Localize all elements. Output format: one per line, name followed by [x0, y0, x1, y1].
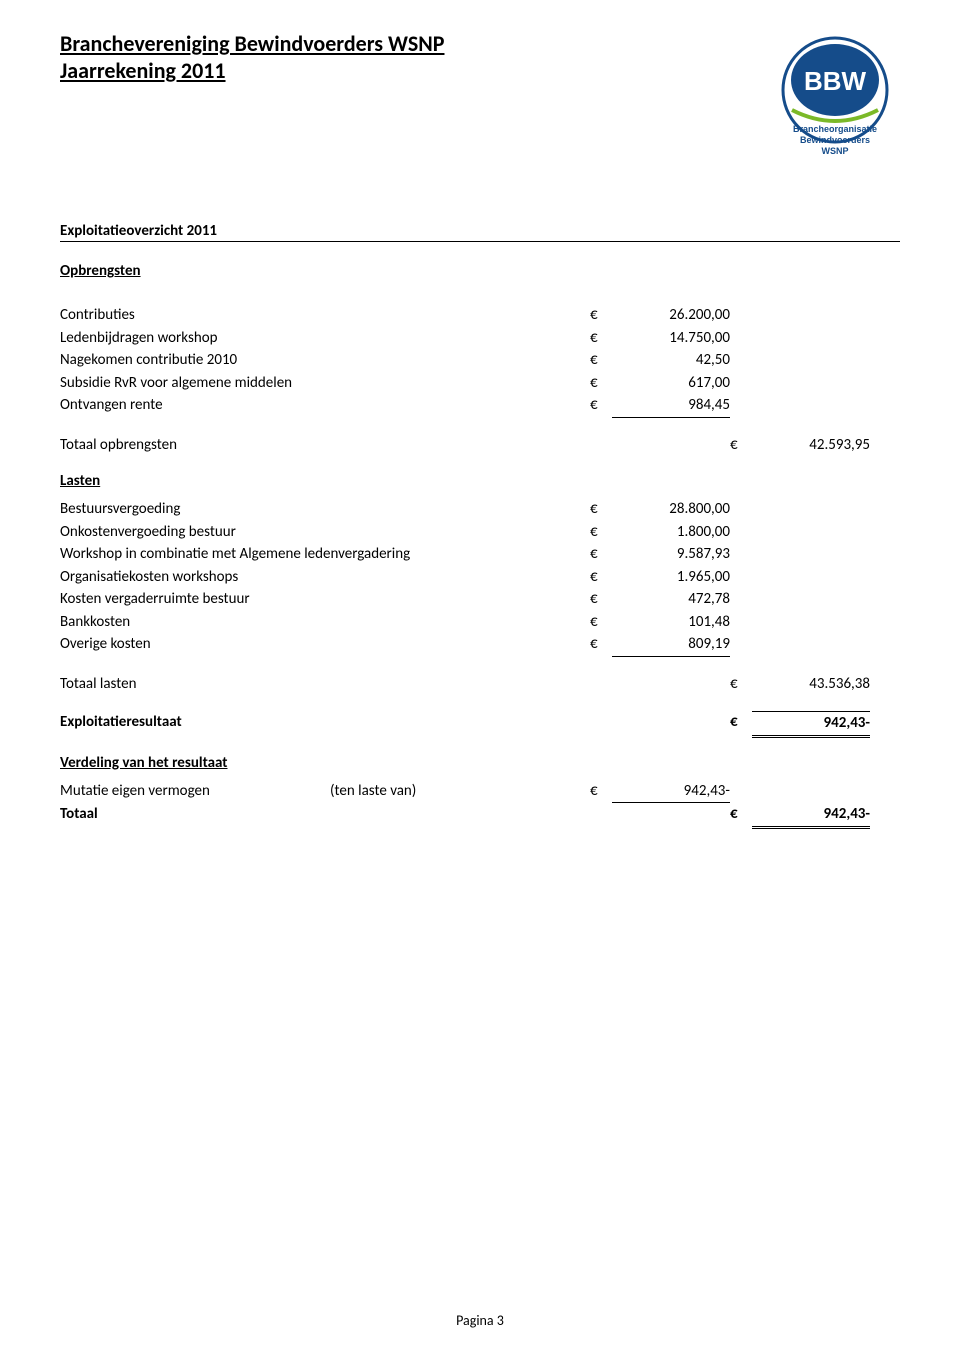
section-title: Exploitatieoverzicht 2011 [60, 222, 900, 242]
item-label: Workshop in combinatie met Algemene lede… [60, 543, 460, 566]
total-label: Totaal opbrengsten [60, 434, 460, 457]
item-label: Ledenbijdragen workshop [60, 327, 460, 350]
item-label: Organisatiekosten workshops [60, 566, 460, 589]
item-value: 1.965,00 [612, 566, 730, 589]
totaal-opbrengsten: Totaal opbrengsten €42.593,95 [60, 434, 900, 457]
exploitatieresultaat: Exploitatieresultaat €942,43- [60, 711, 900, 738]
item-value: 617,00 [612, 372, 730, 395]
item-label: Bestuursvergoeding [60, 498, 460, 521]
title-line1: Branchevereniging Bewindvoerders WSNP [60, 30, 444, 57]
line-item: Overige kosten €809,19 [60, 633, 900, 657]
total-value: 43.536,38 [752, 673, 870, 696]
item-label: Ontvangen rente [60, 394, 460, 418]
result-label: Exploitatieresultaat [60, 711, 460, 738]
opbrengsten-heading: Opbrengsten [60, 262, 900, 280]
verdeling-totaal: Totaal €942,43- [60, 803, 900, 829]
line-item: Contributies €26.200,00 [60, 304, 900, 327]
total-value: 42.593,95 [752, 434, 870, 457]
lasten-heading: Lasten [60, 472, 900, 490]
item-value: 14.750,00 [612, 327, 730, 350]
line-item: Organisatiekosten workshops €1.965,00 [60, 566, 900, 589]
line-item: Bankkosten €101,48 [60, 611, 900, 634]
page-number: Pagina 3 [0, 1312, 960, 1329]
result-value: 942,43- [752, 711, 870, 738]
item-value: 26.200,00 [612, 304, 730, 327]
line-item: Kosten vergaderruimte bestuur €472,78 [60, 588, 900, 611]
verdeling-total-label: Totaal [60, 803, 330, 829]
bbw-logo: BBW Brancheorganisatie Bewindvoerders WS… [770, 32, 900, 162]
item-label: Subsidie RvR voor algemene middelen [60, 372, 460, 395]
item-value: 101,48 [612, 611, 730, 634]
line-item: Workshop in combinatie met Algemene lede… [60, 543, 900, 566]
total-label: Totaal lasten [60, 673, 460, 696]
verdeling-note: (ten laste van) [330, 780, 590, 804]
logo-text: BBW [804, 66, 867, 96]
logo-sub3: WSNP [822, 146, 849, 156]
totaal-lasten: Totaal lasten €43.536,38 [60, 673, 900, 696]
verdeling-label: Mutatie eigen vermogen [60, 780, 330, 804]
item-value: 809,19 [612, 633, 730, 657]
item-label: Onkostenvergoeding bestuur [60, 521, 460, 544]
item-value: 472,78 [612, 588, 730, 611]
logo-sub1: Brancheorganisatie [793, 124, 877, 134]
verdeling-total-value: 942,43- [752, 803, 870, 829]
verdeling-value: 942,43- [612, 780, 730, 804]
item-label: Nagekomen contributie 2010 [60, 349, 460, 372]
item-value: 9.587,93 [612, 543, 730, 566]
logo-sub2: Bewindvoerders [800, 135, 870, 145]
page-title-block: Branchevereniging Bewindvoerders WSNP Ja… [60, 30, 444, 84]
line-item: Ontvangen rente €984,45 [60, 394, 900, 418]
line-item: Ledenbijdragen workshop €14.750,00 [60, 327, 900, 350]
item-value: 1.800,00 [612, 521, 730, 544]
title-line2: Jaarrekening 2011 [60, 57, 444, 84]
item-label: Overige kosten [60, 633, 460, 657]
verdeling-row: Mutatie eigen vermogen (ten laste van) €… [60, 780, 900, 804]
item-label: Contributies [60, 304, 460, 327]
line-item: Onkostenvergoeding bestuur €1.800,00 [60, 521, 900, 544]
item-value: 42,50 [612, 349, 730, 372]
line-item: Nagekomen contributie 2010 €42,50 [60, 349, 900, 372]
item-value: 984,45 [612, 394, 730, 418]
line-item: Bestuursvergoeding €28.800,00 [60, 498, 900, 521]
item-label: Kosten vergaderruimte bestuur [60, 588, 460, 611]
line-item: Subsidie RvR voor algemene middelen €617… [60, 372, 900, 395]
item-label: Bankkosten [60, 611, 460, 634]
verdeling-heading: Verdeling van het resultaat [60, 754, 900, 772]
item-value: 28.800,00 [612, 498, 730, 521]
